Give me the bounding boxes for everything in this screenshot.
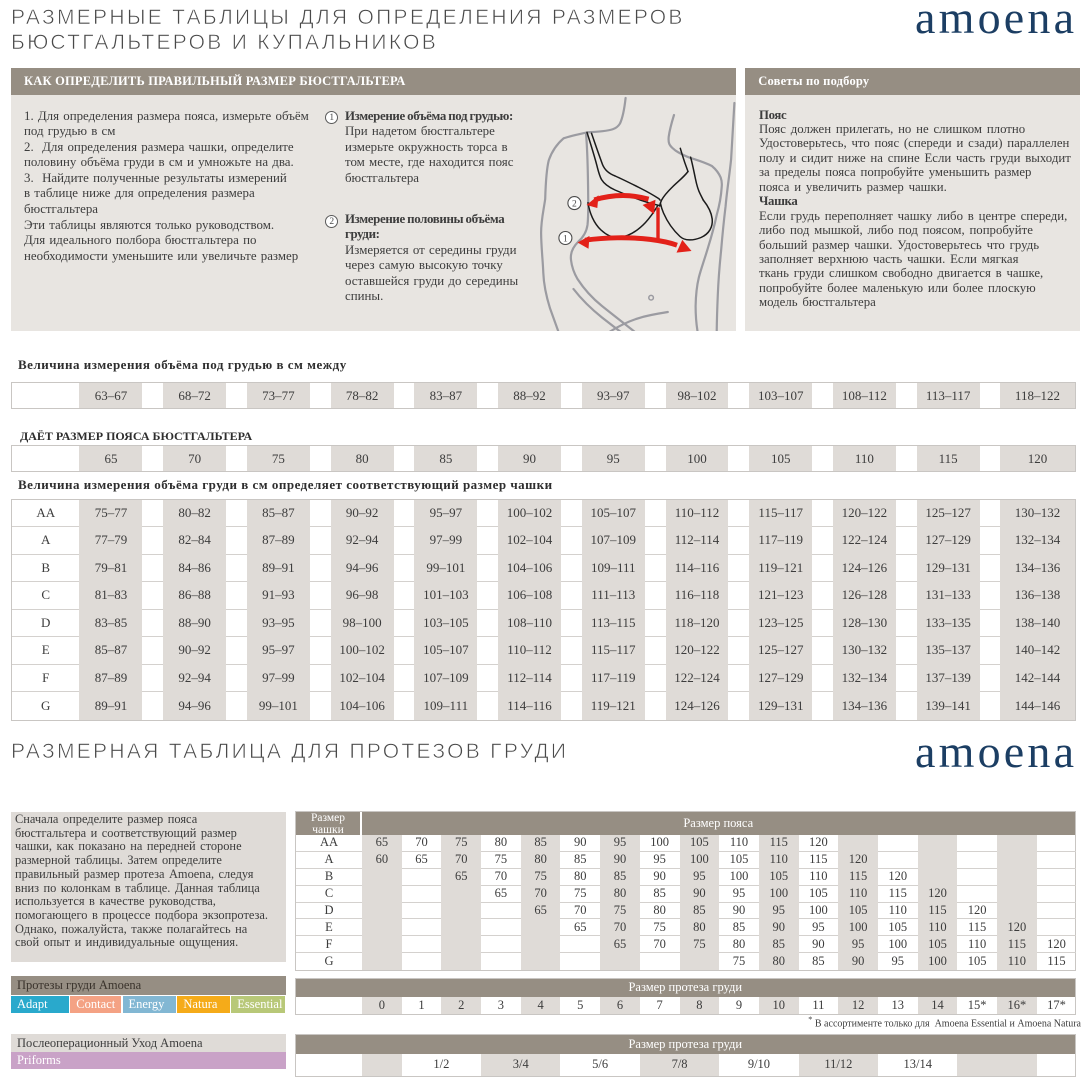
- svg-text:1: 1: [563, 234, 568, 244]
- svg-text:2: 2: [572, 199, 577, 209]
